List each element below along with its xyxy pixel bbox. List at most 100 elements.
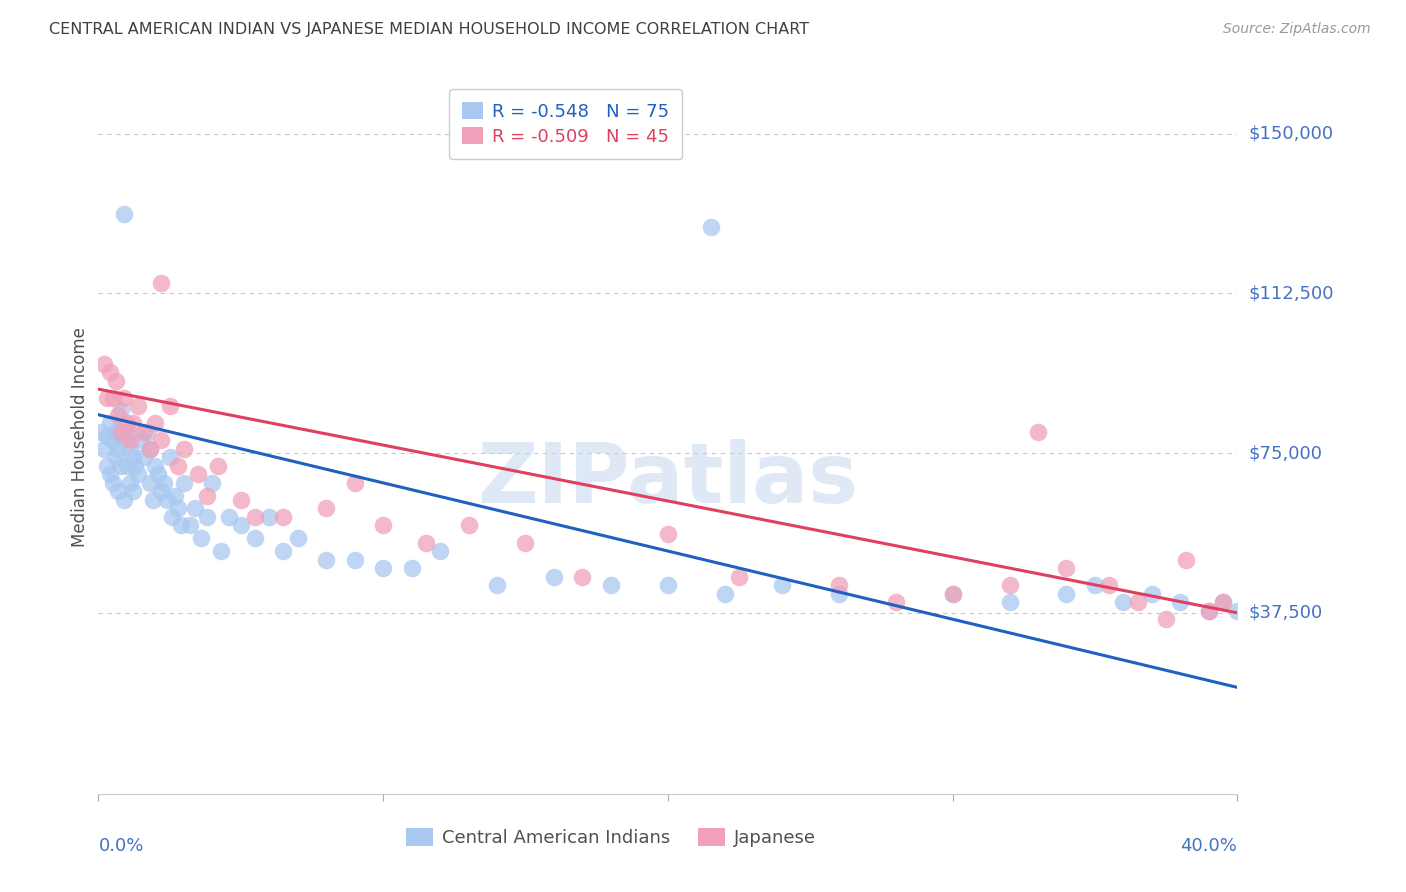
Point [657,578,679,592]
Point [159,450,181,465]
Point [145,458,167,473]
Text: $75,000: $75,000 [1249,444,1323,462]
Point [243,510,266,524]
Point [515,535,537,549]
Point [138,475,160,490]
Point [1112,595,1135,609]
Point [132,450,155,465]
Point [209,544,232,558]
Point [101,391,124,405]
Point [942,587,965,601]
Point [148,467,170,482]
Point [1198,604,1220,618]
Point [486,578,509,592]
Point [121,416,143,430]
Point [657,527,679,541]
Point [1170,595,1192,609]
Point [229,518,252,533]
Point [124,458,146,473]
Point [129,434,152,448]
Point [98,467,121,482]
Point [828,587,851,601]
Point [195,489,218,503]
Text: $37,500: $37,500 [1249,604,1323,622]
Point [107,408,129,422]
Point [218,510,240,524]
Point [138,442,160,456]
Point [229,492,252,507]
Point [187,467,209,482]
Point [101,475,124,490]
Point [93,357,115,371]
Point [98,365,121,379]
Point [259,510,281,524]
Point [1056,587,1078,601]
Point [343,475,366,490]
Point [104,450,127,465]
Point [571,569,593,583]
Point [179,518,201,533]
Point [714,587,737,601]
Point [165,489,187,503]
Point [118,442,141,456]
Point [699,220,721,235]
Point [153,475,176,490]
Point [115,416,138,430]
Point [1026,425,1049,439]
Point [121,450,143,465]
Text: Source: ZipAtlas.com: Source: ZipAtlas.com [1223,22,1371,37]
Point [998,595,1021,609]
Point [173,475,195,490]
Point [1212,595,1234,609]
Point [118,475,141,490]
Point [884,595,907,609]
Point [115,425,138,439]
Point [728,569,751,583]
Point [600,578,623,592]
Point [1098,578,1121,592]
Legend: Central American Indians, Japanese: Central American Indians, Japanese [396,820,825,856]
Point [112,207,135,221]
Point [373,561,395,575]
Y-axis label: Median Household Income: Median Household Income [70,327,89,547]
Point [343,552,366,566]
Point [998,578,1021,592]
Point [170,518,193,533]
Point [150,484,173,499]
Point [150,434,173,448]
Text: ZIPatlas: ZIPatlas [478,440,858,520]
Point [112,434,135,448]
Text: $112,500: $112,500 [1249,285,1334,302]
Point [770,578,793,592]
Text: $150,000: $150,000 [1249,125,1333,143]
Point [429,544,451,558]
Point [173,442,195,456]
Point [162,510,184,524]
Point [273,544,295,558]
Point [96,458,118,473]
Point [90,425,112,439]
Point [184,501,207,516]
Text: CENTRAL AMERICAN INDIAN VS JAPANESE MEDIAN HOUSEHOLD INCOME CORRELATION CHART: CENTRAL AMERICAN INDIAN VS JAPANESE MEDI… [49,22,810,37]
Point [110,403,132,417]
Point [401,561,423,575]
Point [942,587,965,601]
Point [273,510,295,524]
Point [121,484,143,499]
Point [167,458,190,473]
Point [127,399,149,413]
Point [159,399,181,413]
Point [1140,587,1163,601]
Point [201,475,224,490]
Point [1056,561,1078,575]
Point [107,484,129,499]
Point [127,467,149,482]
Point [190,531,212,545]
Point [93,442,115,456]
Point [150,276,173,290]
Point [110,458,132,473]
Point [115,458,138,473]
Text: 40.0%: 40.0% [1181,837,1237,855]
Point [96,429,118,443]
Point [118,434,141,448]
